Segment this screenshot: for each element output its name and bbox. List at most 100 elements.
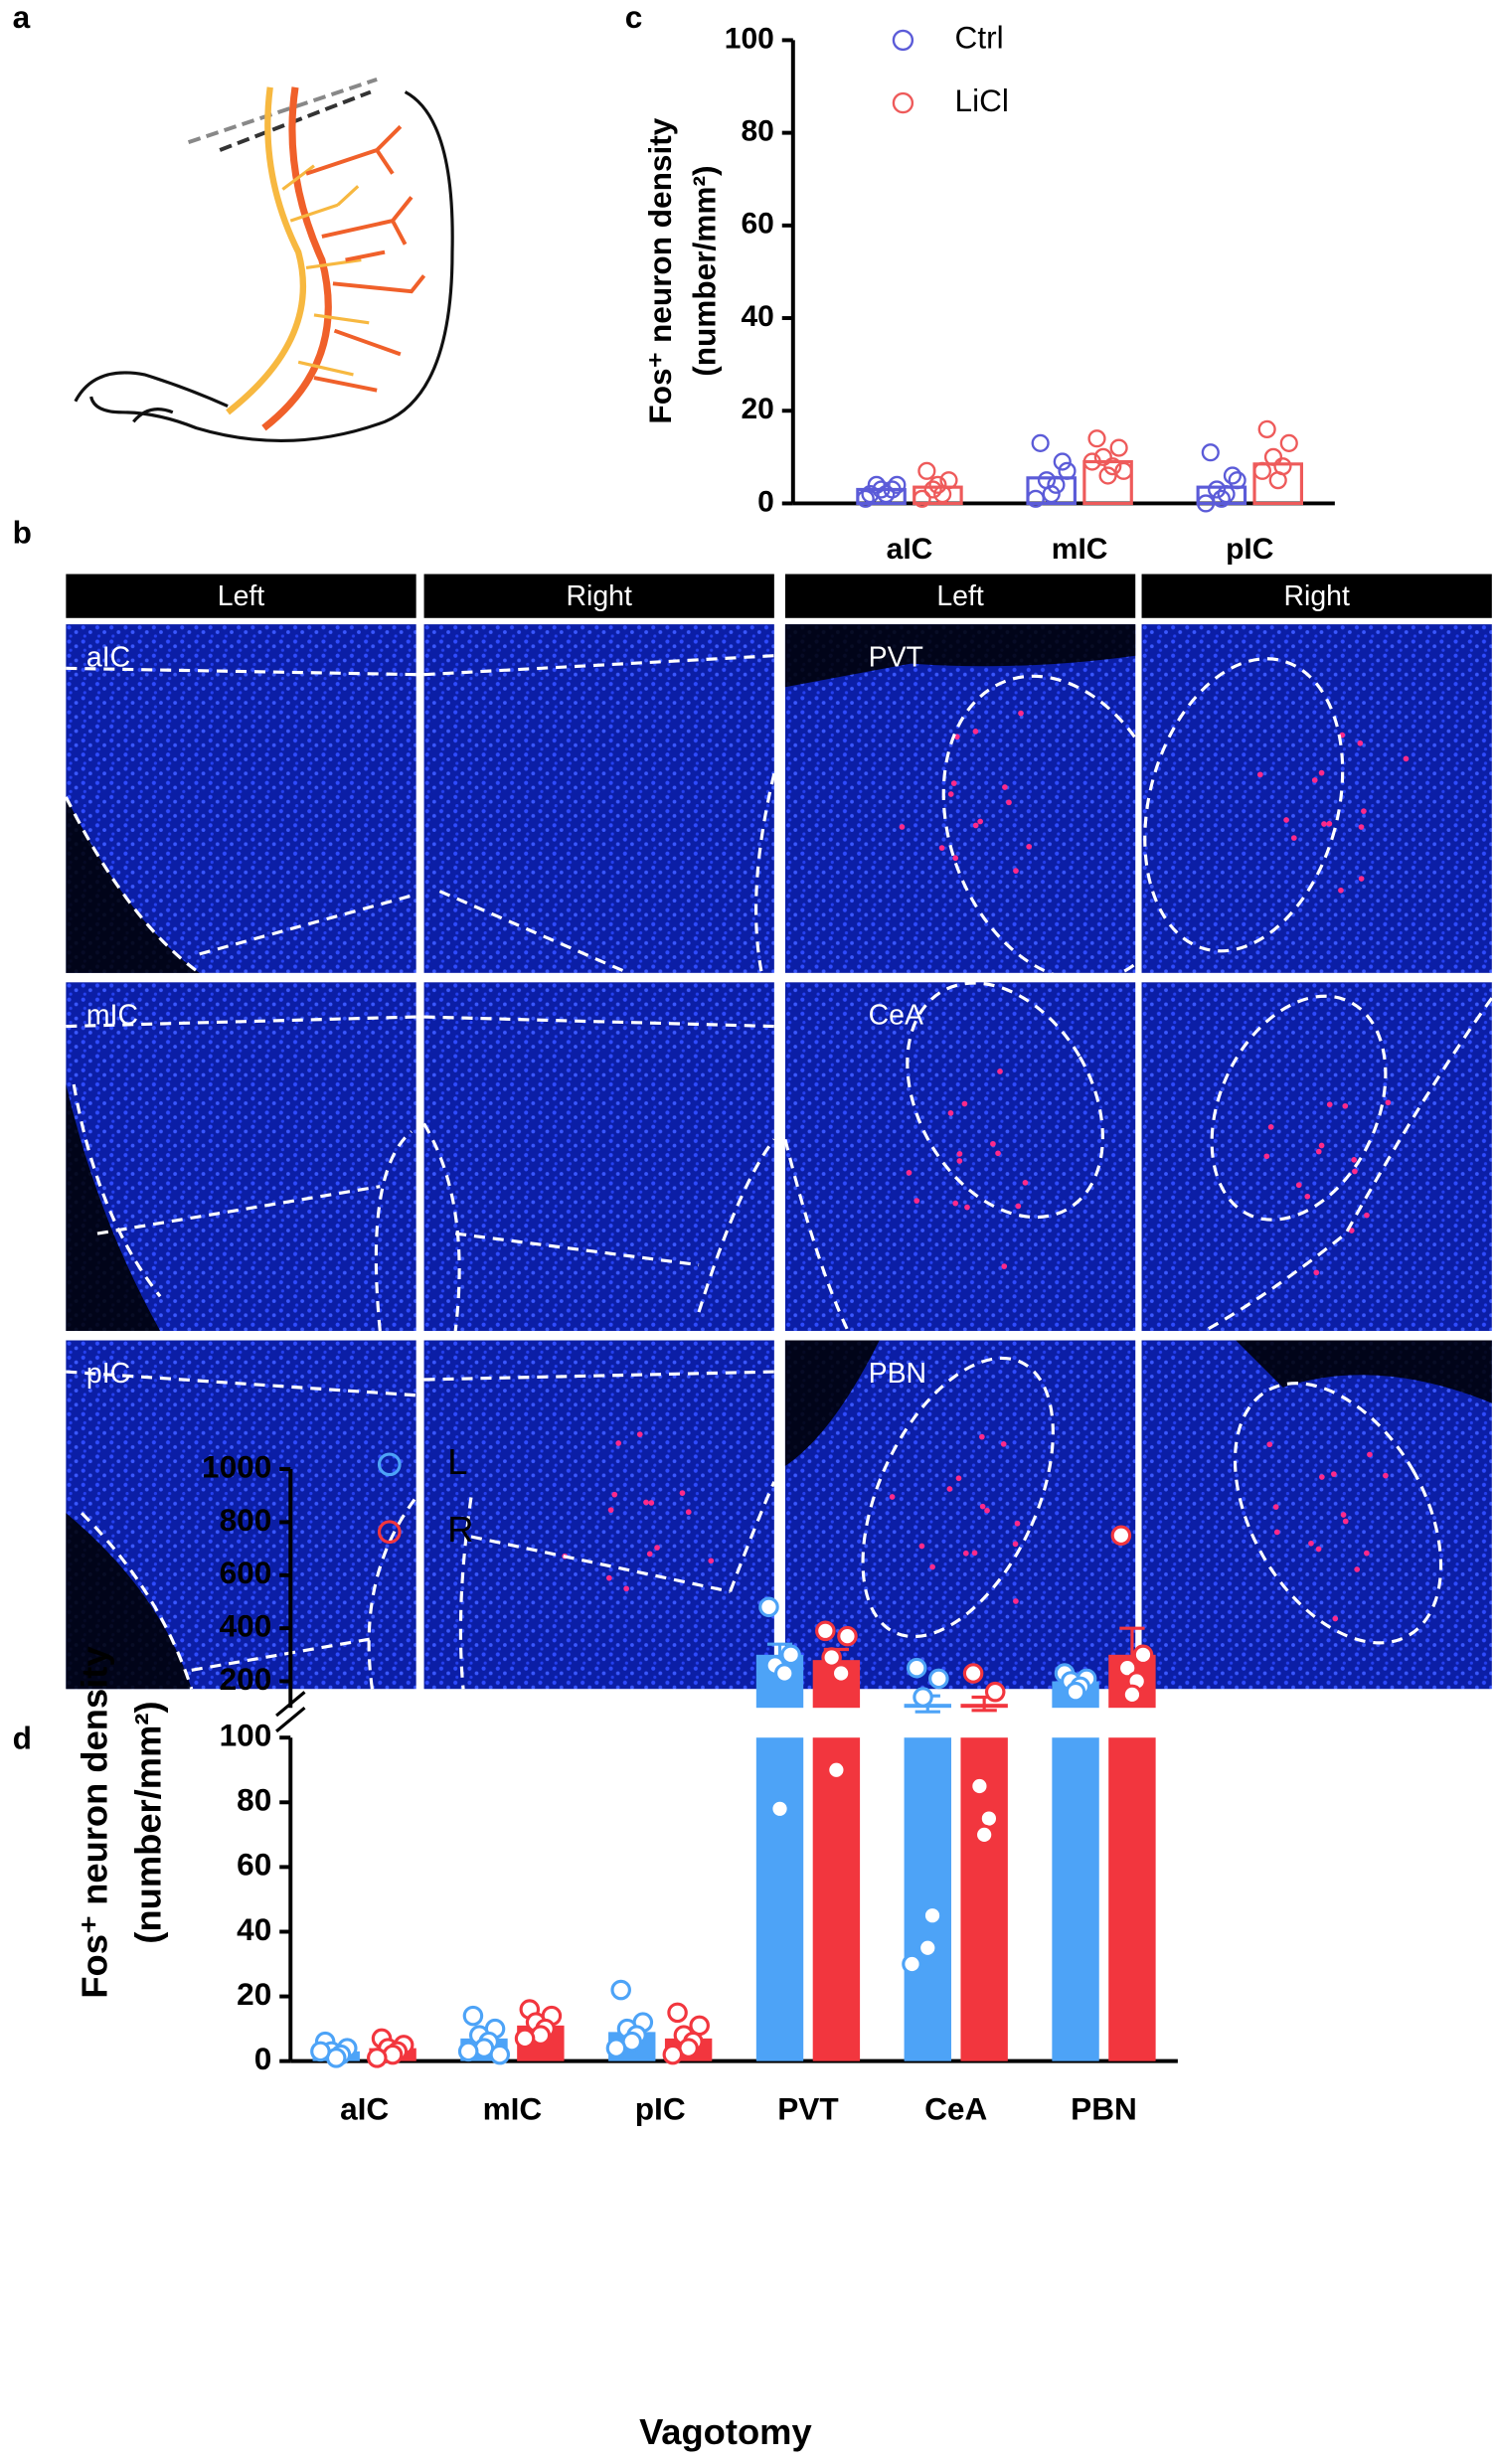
data-point	[662, 2044, 684, 2065]
data-point	[826, 1759, 847, 1781]
data-point	[921, 1904, 943, 1926]
column-header	[784, 574, 1136, 618]
data-point	[1114, 461, 1133, 480]
micrograph: CeA	[783, 981, 1136, 1332]
region-outline	[66, 1370, 416, 1397]
region-outline	[96, 1185, 381, 1235]
region-outline	[191, 1637, 373, 1672]
y-axis-label: Fos⁺ neuron density	[642, 117, 678, 423]
column-header	[1141, 574, 1492, 618]
fos-cell	[947, 791, 954, 797]
region-outline	[438, 890, 629, 975]
y-tick-label: 100	[725, 22, 774, 55]
fos-cell	[956, 1158, 963, 1164]
data-point	[1042, 485, 1061, 504]
data-point	[514, 2028, 536, 2050]
fos-cell	[1266, 1441, 1273, 1448]
y-tick-label: 60	[741, 208, 773, 241]
region-outline	[81, 1512, 194, 1690]
fos-cell	[1311, 777, 1318, 783]
y-tick-label: 40	[741, 300, 773, 333]
chart-d: 0 20 40 60 80 100 200 400 600 800 1000 Fos⁺ neuron …	[75, 1441, 1178, 2452]
fos-cell	[1358, 824, 1365, 830]
fos-cell	[708, 1558, 715, 1564]
data-point	[1279, 433, 1298, 452]
column-header	[66, 574, 416, 618]
fos-cell	[1403, 755, 1410, 762]
region-outline	[906, 981, 1104, 1220]
x-axis-label: Vagotomy	[639, 2411, 812, 2452]
dark-region	[784, 1340, 880, 1466]
data-point	[489, 2044, 511, 2065]
y-tick-label: 800	[220, 1502, 272, 1538]
region-outline	[423, 1370, 774, 1382]
fos-cell	[964, 1204, 970, 1211]
data-point	[1252, 461, 1272, 480]
micrograph	[422, 982, 776, 1332]
fos-cell	[1013, 1598, 1019, 1604]
fos-cell	[938, 845, 945, 851]
bar	[755, 1737, 804, 2061]
micrograph: aIC	[64, 624, 417, 975]
data-point	[610, 1979, 631, 2001]
legend-marker	[892, 29, 914, 52]
data-point	[667, 2002, 688, 2024]
fos-cell	[1256, 771, 1263, 778]
data-point	[1087, 429, 1106, 448]
data-point	[1201, 443, 1220, 462]
data-point	[928, 475, 947, 494]
data-point	[933, 485, 952, 504]
fos-cell	[899, 824, 906, 830]
fos-cell	[654, 1545, 660, 1551]
fos-cell	[961, 1100, 968, 1107]
fos-cell	[950, 780, 957, 786]
x-tick-label: pIC	[1226, 533, 1273, 566]
data-point	[913, 1687, 933, 1708]
bar	[1108, 1737, 1156, 2061]
y-tick-label: 20	[237, 1976, 271, 2012]
fos-cell	[1318, 1142, 1325, 1149]
data-point	[1121, 1684, 1143, 1706]
chart-c: 0 20 40 60 80 100 Fos⁺ neuron density (number/m…	[642, 20, 1335, 566]
region-outline	[66, 1015, 416, 1029]
fos-cell	[962, 1550, 969, 1557]
fos-cell	[997, 1068, 1003, 1074]
fos-cell	[1332, 1615, 1339, 1622]
fos-cell	[648, 1500, 655, 1506]
legend-marker	[892, 91, 914, 114]
data-point	[1208, 480, 1227, 499]
fos-cell	[1002, 784, 1008, 790]
fos-cell	[929, 1563, 935, 1570]
fos-cell	[946, 1486, 953, 1492]
data-point	[917, 1937, 938, 1959]
fos-cell	[1001, 1263, 1008, 1269]
fos-cell	[972, 822, 979, 829]
fos-cell	[615, 1440, 622, 1446]
fos-cell	[1351, 1157, 1358, 1163]
fos-cell	[1364, 1212, 1370, 1219]
data-point	[830, 1663, 852, 1684]
column-header-label: Right	[567, 580, 632, 612]
data-point	[1228, 471, 1246, 490]
region-outline	[754, 772, 776, 974]
x-tick-label: pIC	[635, 2091, 686, 2127]
micrograph-image	[423, 982, 774, 1332]
fos-cell	[1357, 739, 1364, 746]
fos-cell	[1000, 1440, 1007, 1447]
y-tick-label: 40	[237, 1911, 271, 1947]
fos-cell	[1295, 1182, 1302, 1189]
data-point	[906, 1657, 927, 1679]
data-point	[758, 1596, 779, 1618]
fos-cell	[1304, 1193, 1311, 1200]
data-point	[815, 1620, 836, 1642]
data-point	[367, 2048, 388, 2068]
legend-label: R	[447, 1509, 473, 1550]
micrograph	[423, 624, 776, 975]
fos-cell	[952, 855, 959, 862]
column-header-label: Left	[936, 580, 984, 612]
region-outline	[454, 1232, 700, 1267]
panel-label: d	[13, 1721, 32, 1756]
x-tick-label: PBN	[1071, 2091, 1137, 2127]
